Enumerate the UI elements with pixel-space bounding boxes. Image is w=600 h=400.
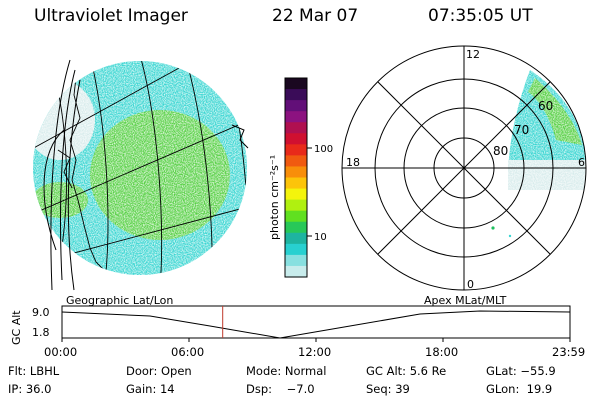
colorbar-band <box>285 177 307 190</box>
coastline <box>57 61 105 271</box>
altitude-ylabel: GC Alt <box>10 310 23 345</box>
polar-grid <box>341 45 587 291</box>
colorbar-unit-label: photon cm⁻²s⁻¹ <box>268 155 281 240</box>
colorbar-band <box>285 221 307 234</box>
polar-mlt-6: 6 <box>578 156 585 169</box>
colorbar-band <box>285 232 307 245</box>
altitude-xtick-1800: 18:00 <box>425 345 458 359</box>
mode-info: Mode: Normal <box>246 364 327 378</box>
date-label: 22 Mar 07 <box>272 6 359 26</box>
polar-aurora-dot <box>491 226 495 230</box>
colorbar-band <box>285 78 307 90</box>
polar-mlt-0: 0 <box>467 278 474 291</box>
colorbar-ticks <box>307 147 312 237</box>
ip-info: IP: 36.0 <box>8 382 52 396</box>
gc-alt-info: GC Alt: 5.6 Re <box>366 364 447 378</box>
polar-mlt-18: 18 <box>346 156 360 169</box>
colorbar-tick-10: 10 <box>314 232 327 243</box>
colorbar-band <box>285 210 307 223</box>
colorbar-band <box>285 254 307 267</box>
door-info: Door: Open <box>126 364 192 378</box>
colorbar-band <box>285 89 307 101</box>
colorbar <box>285 78 307 278</box>
polar-mlat-80: 80 <box>493 144 508 158</box>
polar-mlat-70: 70 <box>514 123 529 137</box>
geo-map-label: Geographic Lat/Lon <box>66 294 173 307</box>
polar-aurora-dot <box>508 234 512 238</box>
altitude-xtick-0600: 06:00 <box>171 345 204 359</box>
colorbar-band <box>285 111 307 123</box>
filter-info: Flt: LBHL <box>8 364 60 378</box>
geo-outer-lines <box>43 59 249 291</box>
colorbar-band <box>285 166 307 179</box>
colorbar-tick-100: 100 <box>314 144 333 155</box>
seq-info: Seq: 39 <box>366 382 410 396</box>
polar-aurora <box>500 60 586 200</box>
altitude-xtick-0000: 00:00 <box>44 345 77 359</box>
colorbar-band <box>285 100 307 112</box>
altitude-ytick-bottom: 1.8 <box>32 326 50 339</box>
altitude-curve <box>61 310 571 339</box>
glat-info: GLat: −55.9 <box>486 364 556 378</box>
dsp-info: Dsp: −7.0 <box>246 382 315 396</box>
colorbar-band <box>285 155 307 168</box>
colorbar-band <box>285 133 307 145</box>
colorbar-band <box>285 144 307 156</box>
colorbar-band <box>285 243 307 256</box>
altitude-ytick-top: 9.0 <box>32 306 50 319</box>
colorbar-band <box>285 199 307 212</box>
gain-info: Gain: 14 <box>126 382 175 396</box>
altitude-xtick-2359: 23:59 <box>552 345 585 359</box>
polar-map-label: Apex MLat/MLT <box>424 294 507 307</box>
polar-mlt-12: 12 <box>466 48 480 61</box>
polar-mlat-60: 60 <box>538 99 553 113</box>
instrument-title: Ultraviolet Imager <box>34 6 188 26</box>
time-label: 07:35:05 UT <box>428 6 533 26</box>
colorbar-band <box>285 188 307 201</box>
colorbar-band <box>285 265 307 278</box>
geographic-map <box>33 61 247 275</box>
glon-info: GLon: 19.9 <box>486 382 553 396</box>
altitude-x-ticks <box>61 338 571 342</box>
colorbar-band <box>285 122 307 134</box>
altitude-xtick-1200: 12:00 <box>298 345 331 359</box>
colorbar-frame <box>284 77 308 278</box>
